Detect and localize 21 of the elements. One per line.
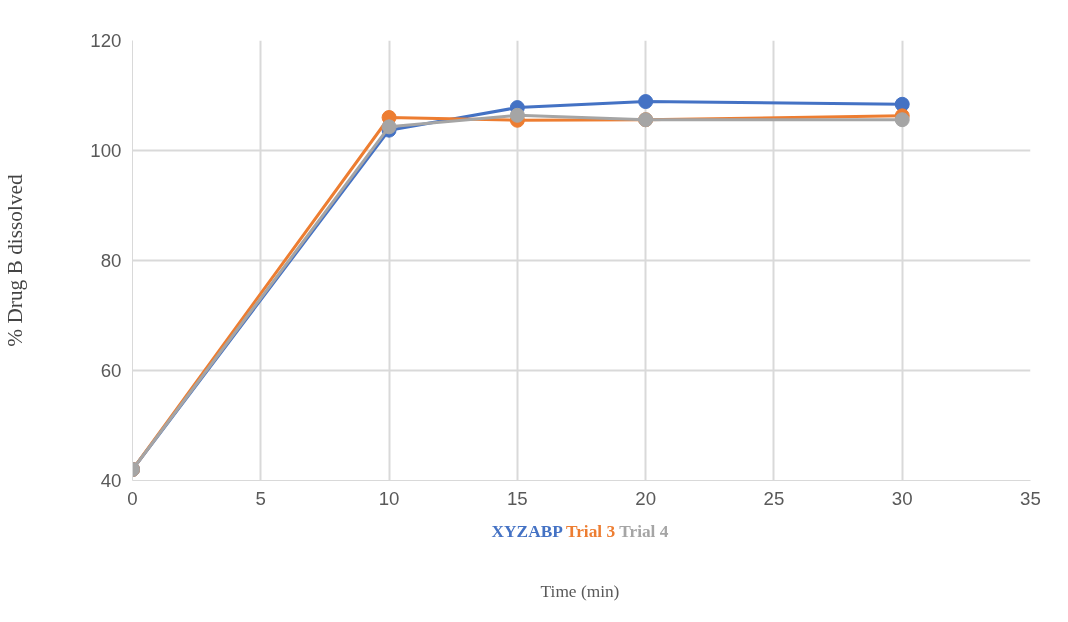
x-axis-title: Time (min) xyxy=(540,580,620,603)
point xyxy=(894,112,910,128)
y-tick-label: 120 xyxy=(90,30,122,51)
y-tick-label: 60 xyxy=(100,360,122,381)
x-tick-label: 25 xyxy=(763,487,785,509)
y-tick-label: 100 xyxy=(90,140,122,161)
x-tick-label: 15 xyxy=(506,487,528,509)
x-tick-label: 30 xyxy=(891,487,913,509)
point xyxy=(509,107,525,123)
x-tick-label: 10 xyxy=(378,487,400,509)
y-tick-label: 40 xyxy=(100,470,122,491)
text: XYZABP xyxy=(491,522,562,541)
point xyxy=(638,94,654,110)
x-tick-label: 35 xyxy=(1020,487,1041,509)
x-tick-label: 0 xyxy=(127,487,138,509)
x-tick-label: 5 xyxy=(255,487,266,509)
y-tick-label: 80 xyxy=(100,250,122,271)
x-tick-label: 20 xyxy=(635,487,657,509)
text: Trial 4 xyxy=(619,522,669,541)
text: Trial 3 xyxy=(565,522,616,541)
y-axis-title: % Drug B dissolved xyxy=(3,173,28,347)
